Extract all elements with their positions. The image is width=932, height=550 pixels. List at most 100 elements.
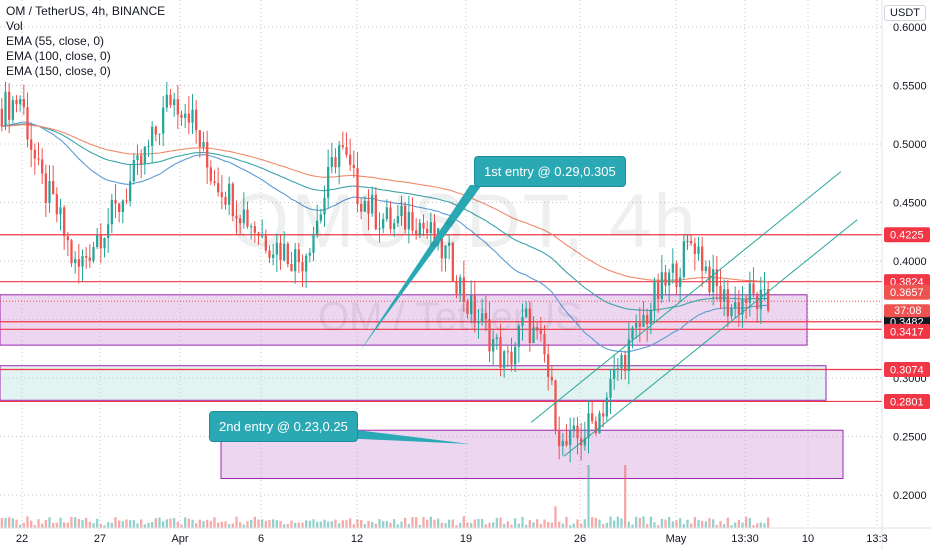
candle-body[interactable]	[657, 282, 660, 299]
candle-body[interactable]	[143, 146, 146, 165]
candle-body[interactable]	[195, 109, 198, 131]
candle-body[interactable]	[15, 99, 18, 105]
candle-body[interactable]	[129, 181, 132, 202]
candle-body[interactable]	[550, 376, 553, 381]
candle-body[interactable]	[305, 255, 308, 272]
candle-body[interactable]	[481, 313, 484, 323]
candle-body[interactable]	[642, 315, 645, 327]
candle-body[interactable]	[422, 222, 425, 229]
candle-body[interactable]	[257, 232, 260, 237]
legend-ema-55[interactable]: EMA (55, close, 0)	[6, 34, 105, 48]
candle-body[interactable]	[77, 259, 80, 267]
candle-body[interactable]	[429, 221, 432, 234]
candle-body[interactable]	[514, 346, 517, 365]
candle-body[interactable]	[33, 149, 36, 159]
candle-body[interactable]	[44, 173, 47, 203]
candle-body[interactable]	[121, 200, 124, 213]
candle-body[interactable]	[323, 197, 326, 215]
candle-body[interactable]	[767, 289, 770, 311]
support-zone[interactable]	[0, 294, 808, 346]
candle-body[interactable]	[756, 293, 759, 310]
candle-body[interactable]	[202, 141, 205, 147]
candle-body[interactable]	[231, 183, 234, 217]
candle-body[interactable]	[638, 322, 641, 327]
candle-body[interactable]	[649, 309, 652, 325]
candle-body[interactable]	[660, 272, 663, 299]
candle-body[interactable]	[598, 413, 601, 434]
candle-body[interactable]	[396, 216, 399, 224]
candle-body[interactable]	[455, 280, 458, 294]
candle-body[interactable]	[624, 354, 627, 371]
candle-body[interactable]	[521, 316, 524, 326]
candle-body[interactable]	[294, 249, 297, 272]
candle-body[interactable]	[499, 337, 502, 368]
candle-body[interactable]	[250, 226, 253, 228]
candle-body[interactable]	[411, 211, 414, 231]
candle-body[interactable]	[360, 203, 363, 212]
candle-body[interactable]	[220, 192, 223, 198]
candle-body[interactable]	[492, 338, 495, 352]
candle-body[interactable]	[334, 157, 337, 168]
candle-body[interactable]	[726, 289, 729, 317]
candle-body[interactable]	[235, 216, 238, 219]
candle-body[interactable]	[283, 243, 286, 261]
candle-body[interactable]	[462, 277, 465, 302]
candle-body[interactable]	[114, 199, 117, 204]
candle-body[interactable]	[363, 201, 366, 212]
candle-body[interactable]	[719, 285, 722, 302]
candle-body[interactable]	[576, 425, 579, 439]
candle-body[interactable]	[26, 107, 29, 140]
candle-body[interactable]	[653, 282, 656, 310]
candle-body[interactable]	[539, 330, 542, 334]
candle-body[interactable]	[448, 242, 451, 246]
candle-body[interactable]	[0, 108, 3, 127]
candle-body[interactable]	[246, 209, 249, 227]
candle-body[interactable]	[510, 351, 513, 365]
candle-body[interactable]	[554, 380, 557, 430]
candle-body[interactable]	[268, 250, 271, 258]
candle-body[interactable]	[528, 308, 531, 343]
candle-body[interactable]	[74, 259, 77, 264]
candle-body[interactable]	[734, 302, 737, 309]
candle-body[interactable]	[187, 113, 190, 123]
candle-body[interactable]	[613, 368, 616, 379]
ema-150-line[interactable]	[1, 124, 769, 283]
candle-body[interactable]	[407, 211, 410, 230]
candle-body[interactable]	[484, 313, 487, 320]
candle-body[interactable]	[382, 219, 385, 229]
candle-body[interactable]	[616, 368, 619, 370]
trend-channel-line[interactable]	[563, 219, 858, 457]
candle-body[interactable]	[349, 154, 352, 165]
candle-body[interactable]	[308, 252, 311, 256]
candle-body[interactable]	[723, 289, 726, 302]
candle-body[interactable]	[583, 438, 586, 446]
candle-body[interactable]	[503, 351, 506, 368]
legend-ema-150[interactable]: EMA (150, close, 0)	[6, 64, 111, 78]
candle-body[interactable]	[477, 322, 480, 324]
candle-body[interactable]	[602, 413, 605, 417]
candle-body[interactable]	[697, 246, 700, 254]
candle-body[interactable]	[671, 263, 674, 273]
candle-body[interactable]	[693, 243, 696, 254]
candle-body[interactable]	[561, 440, 564, 447]
candle-body[interactable]	[253, 226, 256, 233]
candle-body[interactable]	[591, 413, 594, 422]
candle-body[interactable]	[393, 223, 396, 230]
candle-body[interactable]	[70, 240, 73, 264]
candle-body[interactable]	[605, 397, 608, 417]
candle-body[interactable]	[682, 241, 685, 278]
legend-symbol[interactable]: OM / TetherUS, 4h, BINANCE	[6, 4, 166, 18]
candle-body[interactable]	[96, 235, 99, 247]
candle-body[interactable]	[587, 413, 590, 439]
legend-vol[interactable]: Vol	[6, 19, 23, 33]
candle-body[interactable]	[338, 145, 341, 168]
candle-body[interactable]	[316, 220, 319, 234]
candle-body[interactable]	[272, 254, 275, 258]
candle-body[interactable]	[737, 302, 740, 315]
candle-body[interactable]	[627, 339, 630, 371]
candle-body[interactable]	[664, 272, 667, 286]
candle-body[interactable]	[558, 429, 561, 447]
candle-body[interactable]	[378, 228, 381, 230]
candle-body[interactable]	[536, 327, 539, 331]
